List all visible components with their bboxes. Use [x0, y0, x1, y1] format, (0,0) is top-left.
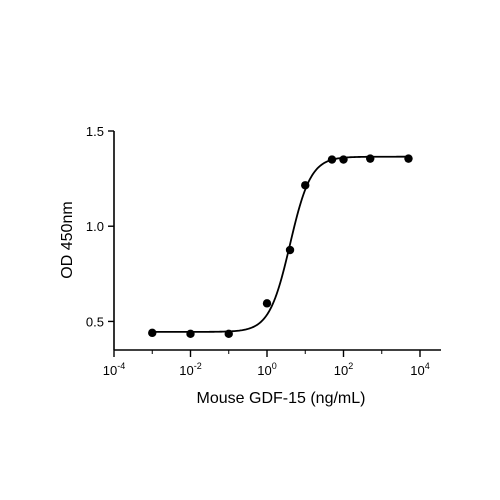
x-axis-ticks: 10-4 10-2 100 102 104 — [103, 350, 430, 378]
data-point — [262, 299, 272, 308]
x-axis-title: Mouse GDF-15 (ng/mL) — [197, 390, 366, 407]
y-tick-label: 1.5 — [86, 124, 104, 139]
data-point — [404, 154, 413, 163]
x-tick-label: 10-4 — [103, 361, 125, 378]
data-point — [148, 328, 157, 338]
y-axis-ticks: 0.5 1.0 1.5 — [86, 124, 114, 329]
x-tick-label: 10-2 — [179, 361, 201, 378]
data-point — [285, 245, 295, 255]
x-tick-label: 100 — [257, 361, 276, 378]
data-point — [339, 155, 348, 164]
x-tick-label: 102 — [334, 361, 353, 378]
data-point — [186, 329, 195, 339]
data-point — [327, 155, 337, 164]
data-point — [366, 154, 375, 163]
y-tick-label: 0.5 — [86, 314, 104, 329]
y-tick-label: 1.0 — [86, 219, 104, 234]
axes — [113, 131, 441, 351]
data-point — [301, 181, 310, 190]
data-points — [148, 154, 413, 339]
data-point — [224, 329, 233, 339]
fit-curve — [152, 155, 409, 333]
y-axis-title: OD 450nm — [59, 201, 76, 278]
x-tick-label: 104 — [410, 361, 429, 378]
